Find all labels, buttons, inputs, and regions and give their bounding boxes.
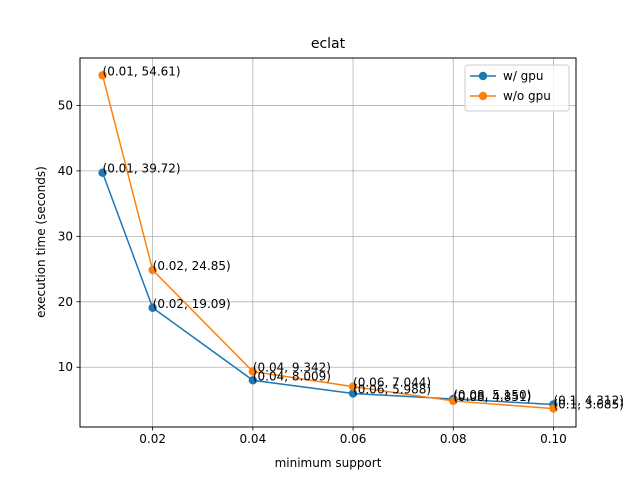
data-point bbox=[248, 376, 258, 385]
series-line-0 bbox=[101, 172, 554, 406]
legend-label: w/o gpu bbox=[503, 89, 551, 103]
point-label: (0.02, 24.85) bbox=[153, 259, 231, 273]
series-line-1 bbox=[101, 75, 554, 410]
point-label: (0.06, 5.988) bbox=[353, 383, 431, 397]
y-axis-label: execution time (seconds) bbox=[34, 166, 48, 318]
y-tick-label: 50 bbox=[58, 98, 73, 112]
y-tick-label: 20 bbox=[58, 295, 73, 309]
legend-marker bbox=[478, 91, 488, 101]
point-label: (0.04, 8.009) bbox=[253, 369, 331, 383]
point-label: (0.04, 9.342) bbox=[253, 361, 331, 375]
y-tick-label: 30 bbox=[58, 229, 73, 243]
data-point bbox=[248, 367, 258, 376]
point-label: (0.02, 19.09) bbox=[153, 297, 231, 311]
legend: w/ gpu w/o gpu bbox=[464, 64, 570, 112]
x-tick-label: 0.06 bbox=[340, 432, 367, 446]
x-tick-label: 0.02 bbox=[139, 432, 166, 446]
data-point bbox=[348, 382, 358, 391]
x-axis-label: minimum support bbox=[275, 456, 382, 470]
point-label: (0.01, 39.72) bbox=[103, 162, 181, 176]
point-label: (0.06, 7.044) bbox=[353, 376, 431, 390]
point-label: (0.1, 3.685) bbox=[553, 398, 623, 412]
x-tick-label: 0.04 bbox=[239, 432, 266, 446]
data-point bbox=[148, 265, 157, 275]
data-point bbox=[148, 303, 157, 312]
chart-title: eclat bbox=[311, 36, 346, 52]
data-point bbox=[549, 404, 558, 413]
data-point bbox=[98, 71, 107, 80]
point-label: (0.08, 4.851) bbox=[453, 390, 531, 404]
point-labels: (0.01, 39.72)(0.02, 19.09)(0.04, 8.009)(… bbox=[103, 64, 624, 411]
point-label: (0.1, 4.312) bbox=[553, 393, 623, 407]
x-tick-label: 0.10 bbox=[540, 432, 567, 446]
point-label: (0.08, 5.150) bbox=[453, 388, 531, 402]
x-axis-ticks: 0.02 0.04 0.06 0.08 0.10 bbox=[139, 427, 567, 446]
series-layer bbox=[98, 71, 558, 413]
y-tick-label: 40 bbox=[58, 164, 73, 178]
axes-frame bbox=[79, 57, 577, 428]
y-tick-label: 10 bbox=[58, 360, 73, 374]
x-tick-label: 0.08 bbox=[440, 432, 467, 446]
legend-marker bbox=[478, 71, 488, 81]
data-point bbox=[348, 389, 358, 398]
data-point bbox=[98, 168, 107, 177]
y-axis-ticks: 10 20 30 40 50 bbox=[58, 98, 80, 374]
data-point bbox=[449, 396, 458, 406]
point-label: (0.01, 54.61) bbox=[103, 64, 181, 78]
legend-label: w/ gpu bbox=[503, 69, 544, 83]
